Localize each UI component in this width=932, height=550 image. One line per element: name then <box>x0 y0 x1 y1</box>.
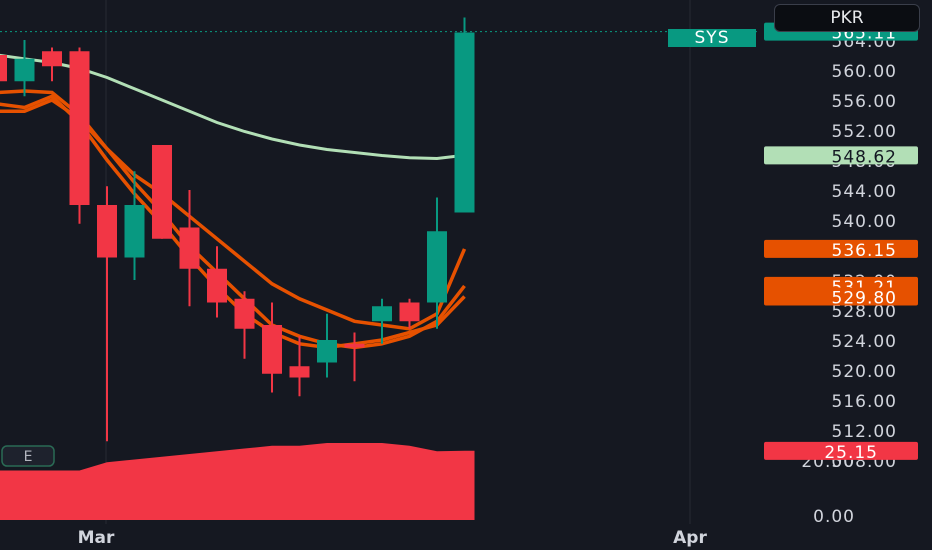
candle-body <box>42 51 62 67</box>
price-tick-label: 540.00 <box>832 212 897 232</box>
candle-body <box>234 298 255 329</box>
candle <box>289 336 310 397</box>
indicator-price-badge-value: 548.62 <box>832 147 897 167</box>
candle <box>372 298 392 344</box>
candle <box>42 47 62 82</box>
indicator-price-badge-background <box>764 146 918 165</box>
candle-body <box>427 231 447 303</box>
indicator-price-badge-background <box>764 287 918 306</box>
volume-badge-background <box>764 441 918 460</box>
candle <box>262 302 282 393</box>
candle-body <box>317 340 337 363</box>
candle-body <box>399 302 420 322</box>
candle-body <box>152 145 172 239</box>
price-tick-label: 516.00 <box>832 392 897 412</box>
candle <box>454 17 475 213</box>
candle <box>0 55 7 82</box>
candle <box>152 145 172 239</box>
price-tick-label: 520.00 <box>832 362 897 382</box>
volume-badge: 25.15 <box>764 441 918 463</box>
candle-body <box>69 51 90 205</box>
volume-tick-label: 0.00 <box>813 507 855 527</box>
volume-badge-value: 25.15 <box>824 443 878 463</box>
indicator-price-badge: 548.62 <box>764 146 918 167</box>
earnings-marker-label: E <box>24 449 33 465</box>
candle <box>97 186 117 442</box>
indicator-price-badge-value: 536.15 <box>832 241 897 261</box>
candle-body <box>454 32 475 213</box>
time-tick-label: Apr <box>673 528 707 548</box>
price-tick-label: 552.00 <box>832 122 897 142</box>
volume-area <box>0 443 475 520</box>
candle-body <box>97 205 117 258</box>
candle <box>344 332 365 382</box>
candle <box>124 171 145 280</box>
candle <box>427 197 447 329</box>
time-tick-label: Mar <box>78 528 115 548</box>
candle-body <box>207 268 227 303</box>
candle <box>317 313 337 378</box>
price-tick-label: 512.00 <box>832 422 897 442</box>
indicator-price-badge: 536.15 <box>764 239 918 261</box>
price-tick-label: 524.00 <box>832 332 897 352</box>
symbol-label: SYS <box>694 28 730 48</box>
candle-body <box>124 205 145 258</box>
price-tick-label: 556.00 <box>832 92 897 112</box>
candle <box>14 40 35 97</box>
price-tick-label: 544.00 <box>832 182 897 202</box>
symbol-badge: SYS <box>668 29 756 47</box>
indicator-price-badge: 529.80 <box>764 287 918 309</box>
volume-fill <box>0 443 475 520</box>
currency-button[interactable]: PKR <box>774 4 920 32</box>
earnings-marker[interactable]: E <box>1 445 55 467</box>
candle-body <box>344 343 365 348</box>
candle-body <box>14 58 35 82</box>
candle <box>234 291 255 359</box>
candle-body <box>262 325 282 374</box>
time-axis[interactable]: Mar Apr <box>78 528 708 548</box>
indicator-price-badge-background <box>764 239 918 258</box>
candle <box>399 298 420 329</box>
candle-body <box>179 227 200 269</box>
candle <box>69 47 90 224</box>
candle <box>179 190 200 307</box>
candle <box>207 246 227 318</box>
price-tick-label: 528.00 <box>832 302 897 322</box>
candle-body <box>0 55 7 82</box>
price-tick-label: 560.00 <box>832 62 897 82</box>
indicator-price-badge-value: 529.80 <box>832 289 897 309</box>
currency-label: PKR <box>830 8 864 28</box>
candle-body <box>289 366 310 378</box>
candles <box>0 17 475 442</box>
candle-body <box>372 306 392 322</box>
